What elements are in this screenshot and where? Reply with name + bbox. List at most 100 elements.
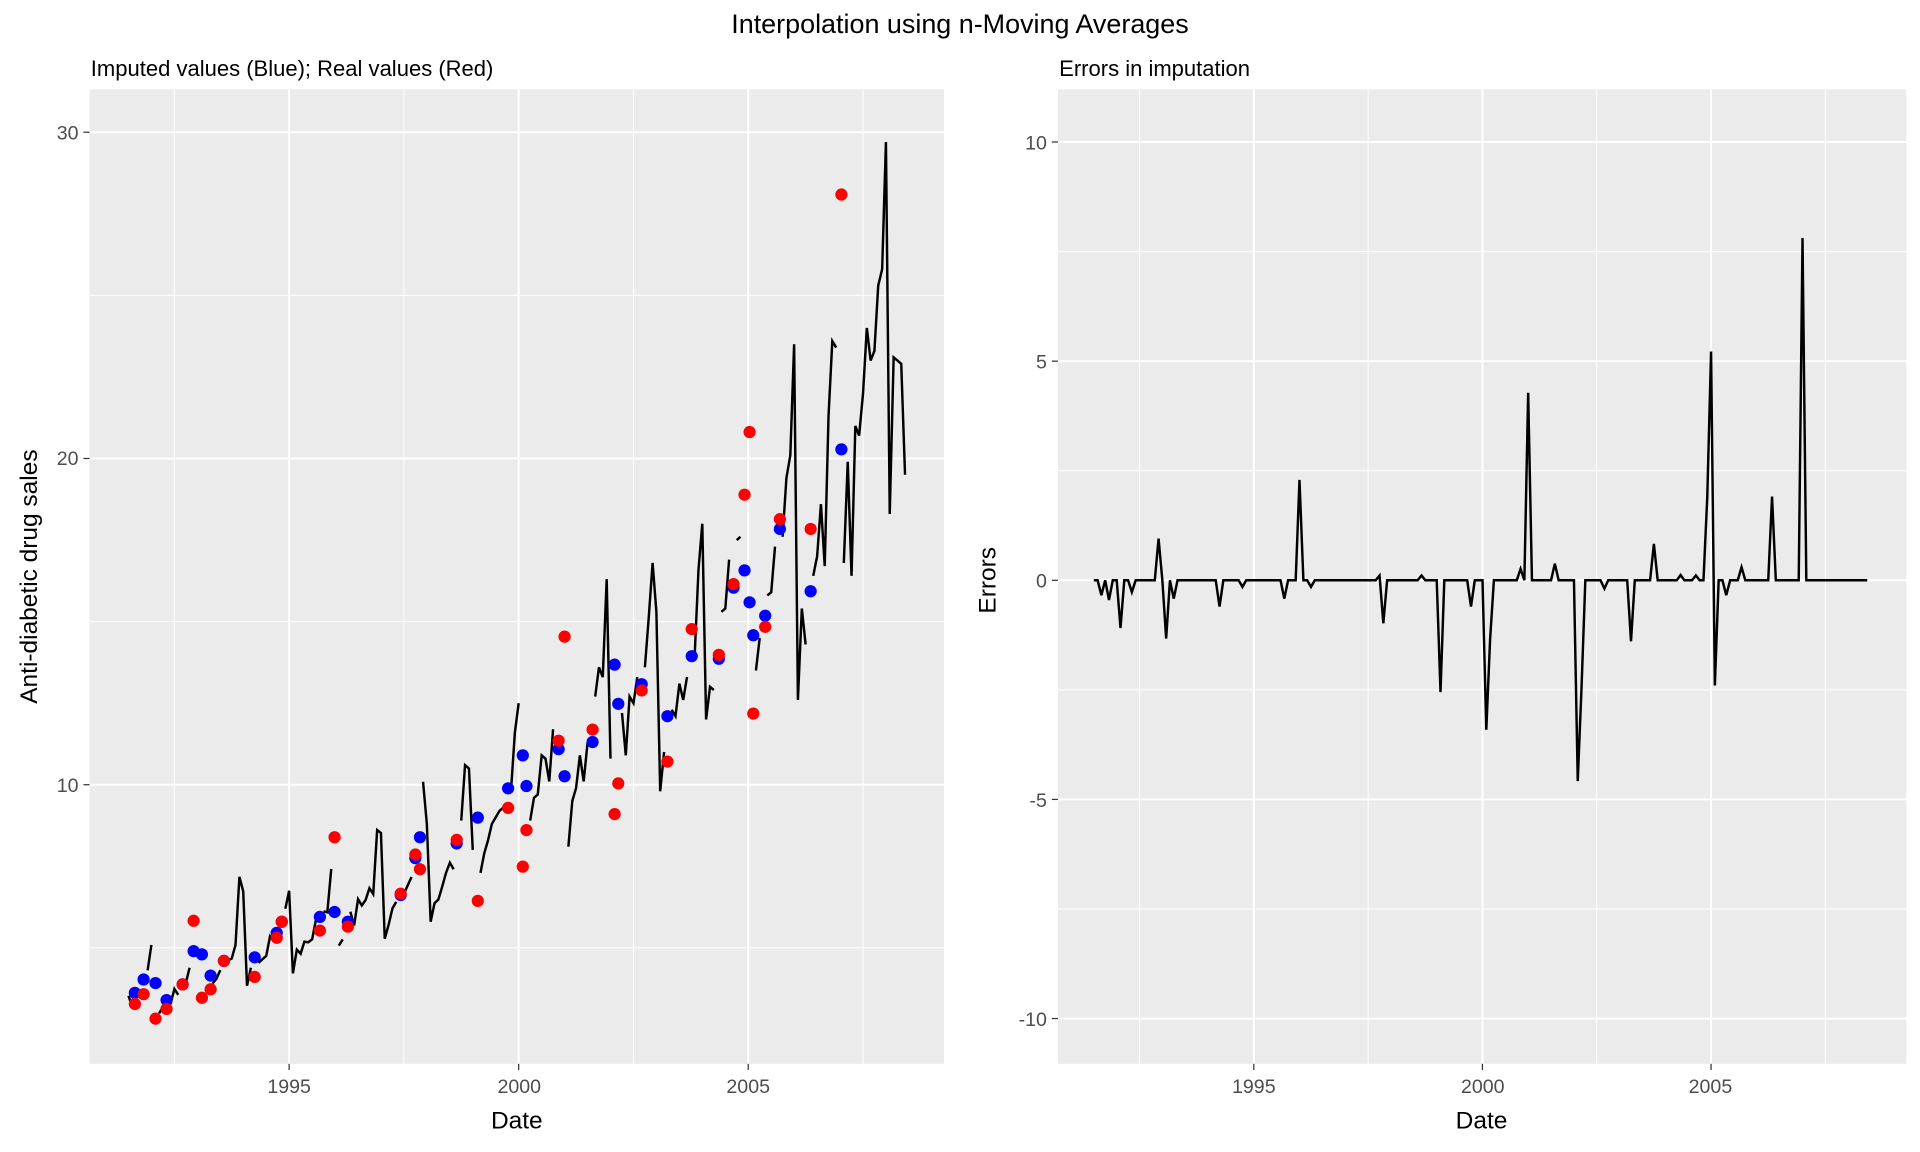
real-point <box>341 920 355 933</box>
x-tick-label: 1995 <box>267 1076 311 1098</box>
y-tick-label: 10 <box>1025 132 1047 154</box>
real-point <box>685 622 698 636</box>
real-point <box>248 970 261 984</box>
series-line-segment <box>323 868 333 914</box>
real-point <box>149 1012 162 1025</box>
imputed-point <box>738 564 751 577</box>
y-tick-label: -10 <box>1019 1009 1047 1031</box>
series-line-segment <box>735 535 742 541</box>
imputed-point <box>552 743 565 756</box>
error-line <box>1093 237 1868 782</box>
series-line-segment <box>211 969 222 985</box>
x-tick-label: 2005 <box>726 1076 770 1098</box>
series-line-segment <box>643 562 666 792</box>
series-line-segment <box>227 876 253 987</box>
imputed-point <box>835 443 848 456</box>
series-line-segment <box>693 523 715 720</box>
series-line-segment <box>421 781 455 922</box>
real-point <box>409 848 422 861</box>
imputed-point <box>204 969 217 982</box>
real-point <box>128 997 141 1011</box>
real-point <box>516 860 529 873</box>
series-line-segment <box>781 344 807 700</box>
imputed-point <box>685 650 698 663</box>
imputed-point <box>248 951 261 964</box>
x-tick-label: 2000 <box>1461 1076 1505 1098</box>
panel-title: Imputed values (Blue); Real values (Red) <box>91 56 494 81</box>
imputed-point <box>747 629 760 642</box>
real-point <box>612 777 625 790</box>
x-tick-label: 1995 <box>1232 1076 1276 1098</box>
y-tick-label: 20 <box>57 448 79 470</box>
plot-background <box>89 89 945 1064</box>
imputed-point <box>773 522 787 536</box>
real-point <box>275 915 288 928</box>
real-point <box>450 833 463 846</box>
imputed-point <box>608 658 621 671</box>
series-line-segment <box>842 141 907 576</box>
real-point <box>835 188 848 201</box>
real-point <box>176 978 189 991</box>
real-point <box>747 707 760 720</box>
imputed-point <box>328 905 341 919</box>
series-line-segment <box>620 676 639 756</box>
real-point <box>217 954 231 968</box>
real-point <box>160 1002 173 1015</box>
series-line-segment <box>766 546 777 597</box>
imputed-point <box>661 710 674 723</box>
imputed-point <box>558 770 571 783</box>
x-axis-label: Date <box>491 1108 543 1135</box>
real-point <box>187 914 200 927</box>
y-axis-label: Errors <box>975 547 1002 614</box>
real-point <box>195 991 209 1004</box>
x-tick-label: 2005 <box>1689 1076 1733 1098</box>
y-tick-label: 0 <box>1036 571 1047 593</box>
series-line-segment <box>284 890 318 974</box>
series-line-segment <box>812 337 838 577</box>
real-point <box>520 823 533 837</box>
series-line-segment <box>670 676 689 720</box>
real-point <box>204 983 217 996</box>
real-point <box>552 734 565 747</box>
series-line-segment <box>754 637 761 671</box>
imputed-point <box>516 749 529 762</box>
real-point <box>804 522 817 536</box>
series-line-segment <box>349 827 398 940</box>
real-point <box>738 488 751 501</box>
real-point <box>727 577 740 591</box>
x-tick-label: 2000 <box>497 1076 541 1098</box>
panel-title: Errors in imputation <box>1059 56 1250 81</box>
series-line-segment <box>479 806 505 874</box>
imputed-point <box>743 596 756 609</box>
figure-title: Interpolation using n-Moving Averages <box>731 9 1188 39</box>
real-point <box>661 755 674 768</box>
y-tick-label: 5 <box>1036 351 1047 373</box>
series-line-segment <box>528 729 555 821</box>
real-point <box>743 425 756 439</box>
series-line-segment <box>509 703 520 792</box>
imputed-point <box>759 609 772 622</box>
real-point <box>328 831 341 844</box>
real-point <box>501 801 515 815</box>
real-point <box>394 887 407 900</box>
real-point <box>413 863 427 876</box>
imputed-point <box>501 782 515 795</box>
series-line-segment <box>567 742 589 847</box>
real-point <box>137 988 150 1001</box>
y-axis-label: Anti-diabetic drug sales <box>16 449 43 703</box>
imputed-point <box>195 948 209 961</box>
y-tick-label: 30 <box>57 123 79 145</box>
series-line-segment <box>460 762 474 851</box>
imputed-point <box>413 831 427 844</box>
series-line-segment <box>337 938 344 947</box>
real-point <box>313 924 327 937</box>
y-tick-label: 10 <box>57 775 79 797</box>
imputed-point <box>612 697 625 710</box>
imputation-panel: Imputed values (Blue); Real values (Red)… <box>16 56 945 1135</box>
real-point <box>471 894 484 907</box>
real-point <box>759 620 772 633</box>
real-point <box>270 931 283 944</box>
series-line-segment <box>593 579 612 759</box>
errors-panel: Errors in imputation Date Errors 1995 20… <box>975 56 1907 1135</box>
